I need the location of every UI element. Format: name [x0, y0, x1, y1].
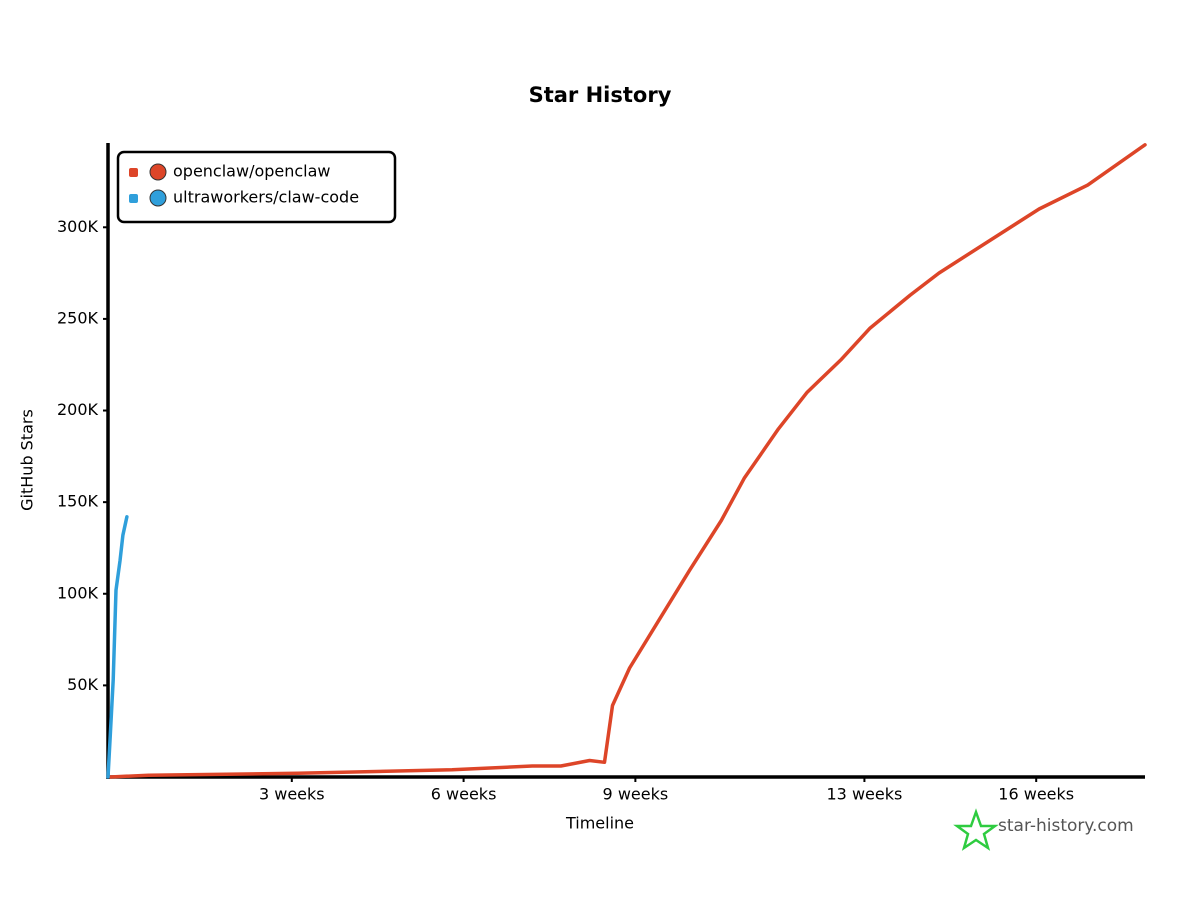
legend: openclaw/openclaw ultraworkers/claw-code — [116, 150, 397, 224]
watermark-text: star-history.com — [998, 816, 1134, 836]
y-tick-label: 250K — [57, 308, 99, 327]
x-tick-label: 9 weeks — [603, 785, 669, 804]
chart-title: Star History — [529, 83, 672, 107]
x-tick-label: 13 weeks — [827, 785, 903, 804]
legend-label: ultraworkers/claw-code — [173, 188, 359, 207]
x-tick-label: 3 weeks — [259, 785, 325, 804]
y-tick-label: 150K — [57, 492, 99, 511]
series-line — [108, 143, 1147, 779]
legend-swatch — [129, 168, 138, 177]
y-tick-label: 300K — [57, 217, 99, 236]
legend-avatar — [149, 189, 167, 207]
watermark-icon — [953, 808, 999, 851]
legend-avatar — [149, 163, 167, 181]
legend-label: openclaw/openclaw — [173, 162, 331, 181]
legend-swatch — [129, 194, 138, 203]
y-axis-title: GitHub Stars — [18, 409, 37, 511]
watermark: star-history.com — [953, 808, 1134, 851]
y-tick-label: 100K — [57, 583, 99, 602]
x-tick-label: 6 weeks — [431, 785, 497, 804]
x-axis-title: Timeline — [565, 814, 634, 833]
series-line — [106, 515, 129, 779]
y-tick-label: 200K — [57, 400, 99, 419]
x-tick-label: 16 weeks — [998, 785, 1074, 804]
legend-box — [116, 150, 397, 224]
y-tick-label: 50K — [67, 675, 98, 694]
